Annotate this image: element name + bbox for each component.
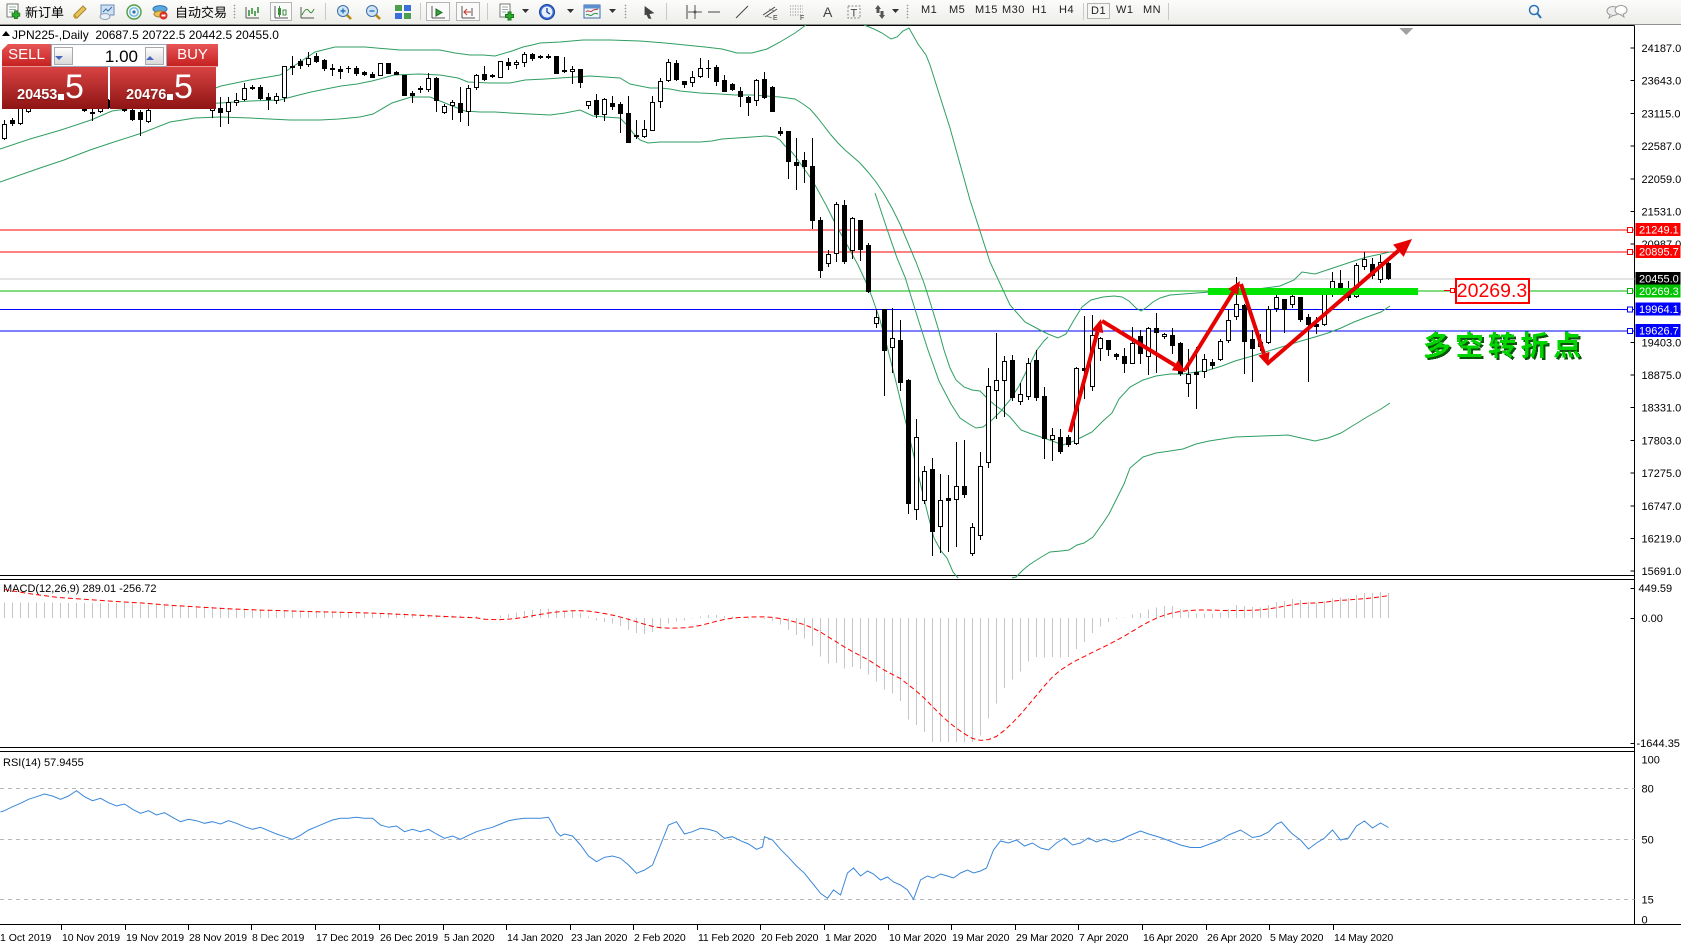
svg-text:29 Mar 2020: 29 Mar 2020 bbox=[1016, 932, 1074, 944]
svg-text:19403.0: 19403.0 bbox=[1642, 337, 1681, 349]
svg-text:20269.3: 20269.3 bbox=[1457, 280, 1528, 302]
svg-text:16747.0: 16747.0 bbox=[1642, 501, 1681, 513]
svg-text:22587.0: 22587.0 bbox=[1642, 141, 1681, 153]
svg-text:5 Jan 2020: 5 Jan 2020 bbox=[444, 932, 495, 944]
svg-text:28 Nov 2019: 28 Nov 2019 bbox=[189, 932, 247, 944]
svg-text:19 Nov 2019: 19 Nov 2019 bbox=[126, 932, 184, 944]
svg-text:15691.0: 15691.0 bbox=[1642, 566, 1681, 578]
svg-text:18875.0: 18875.0 bbox=[1642, 370, 1681, 382]
svg-text:MACD(12,26,9) 289.01 -256.72: MACD(12,26,9) 289.01 -256.72 bbox=[3, 583, 156, 595]
svg-text:26 Apr 2020: 26 Apr 2020 bbox=[1207, 932, 1262, 944]
svg-text:100: 100 bbox=[1642, 755, 1660, 767]
svg-text:0.00: 0.00 bbox=[1642, 613, 1663, 625]
svg-text:24187.0: 24187.0 bbox=[1642, 43, 1681, 55]
svg-text:20269.3: 20269.3 bbox=[1639, 286, 1679, 298]
svg-text:F: F bbox=[800, 15, 804, 21]
svg-text:-1644.35: -1644.35 bbox=[1637, 738, 1680, 750]
svg-text:19 Mar 2020: 19 Mar 2020 bbox=[952, 932, 1010, 944]
svg-text:11 Feb 2020: 11 Feb 2020 bbox=[698, 932, 755, 944]
svg-text:17803.0: 17803.0 bbox=[1642, 435, 1681, 447]
svg-text:15: 15 bbox=[1642, 894, 1654, 906]
svg-text:26 Dec 2019: 26 Dec 2019 bbox=[380, 932, 438, 944]
svg-text:22059.0: 22059.0 bbox=[1642, 174, 1681, 186]
svg-text:14 May 2020: 14 May 2020 bbox=[1334, 932, 1393, 944]
svg-text:T: T bbox=[851, 7, 858, 19]
svg-text:2 Feb 2020: 2 Feb 2020 bbox=[634, 932, 686, 944]
svg-text:10 Mar 2020: 10 Mar 2020 bbox=[889, 932, 947, 944]
svg-text:8 Dec 2019: 8 Dec 2019 bbox=[252, 932, 305, 944]
svg-text:1 Oct 2019: 1 Oct 2019 bbox=[0, 932, 52, 944]
svg-text:RSI(14) 57.9455: RSI(14) 57.9455 bbox=[3, 757, 84, 769]
svg-text:80: 80 bbox=[1642, 784, 1654, 796]
svg-text:E: E bbox=[773, 15, 778, 21]
svg-text:23 Jan 2020: 23 Jan 2020 bbox=[571, 932, 627, 944]
svg-text:16 Apr 2020: 16 Apr 2020 bbox=[1143, 932, 1198, 944]
svg-text:A: A bbox=[823, 4, 833, 20]
svg-text:5 May 2020: 5 May 2020 bbox=[1270, 932, 1324, 944]
svg-text:21249.1: 21249.1 bbox=[1639, 225, 1679, 237]
svg-text:0: 0 bbox=[1642, 915, 1648, 927]
svg-text:1 Mar 2020: 1 Mar 2020 bbox=[825, 932, 877, 944]
svg-text:21531.0: 21531.0 bbox=[1642, 207, 1681, 219]
svg-text:23643.0: 23643.0 bbox=[1642, 76, 1681, 88]
svg-text:7 Apr 2020: 7 Apr 2020 bbox=[1079, 932, 1129, 944]
svg-text:20455.0: 20455.0 bbox=[1639, 274, 1679, 286]
svg-text:23115.0: 23115.0 bbox=[1642, 108, 1681, 120]
svg-text:18331.0: 18331.0 bbox=[1642, 403, 1681, 415]
svg-text:16219.0: 16219.0 bbox=[1642, 534, 1681, 546]
svg-text:14 Jan 2020: 14 Jan 2020 bbox=[507, 932, 563, 944]
svg-text:19626.7: 19626.7 bbox=[1639, 326, 1679, 338]
svg-text:17275.0: 17275.0 bbox=[1642, 468, 1681, 480]
svg-text:17 Dec 2019: 17 Dec 2019 bbox=[316, 932, 374, 944]
svg-text:20895.7: 20895.7 bbox=[1639, 247, 1679, 259]
svg-text:19964.1: 19964.1 bbox=[1639, 304, 1679, 316]
svg-text:20 Feb 2020: 20 Feb 2020 bbox=[761, 932, 819, 944]
svg-text:50: 50 bbox=[1642, 834, 1654, 846]
svg-text:10 Nov 2019: 10 Nov 2019 bbox=[62, 932, 120, 944]
svg-text:449.59: 449.59 bbox=[1639, 583, 1673, 595]
